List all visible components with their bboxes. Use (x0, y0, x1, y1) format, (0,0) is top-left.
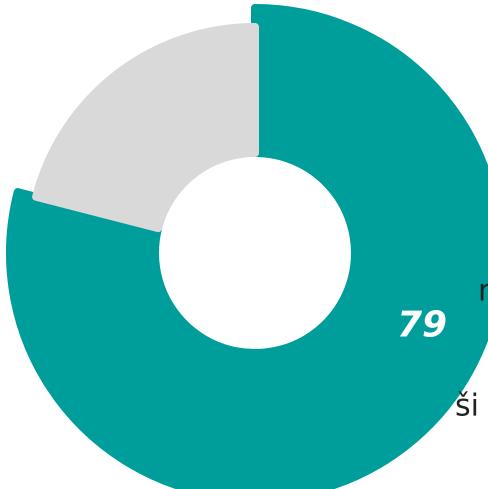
text-fragment: ši (455, 389, 479, 424)
donut (6, 4, 488, 489)
text-fragment: n. (478, 274, 488, 309)
donut-segment (6, 4, 488, 489)
data-label: 79 (397, 305, 447, 346)
donut-segment (32, 23, 259, 233)
